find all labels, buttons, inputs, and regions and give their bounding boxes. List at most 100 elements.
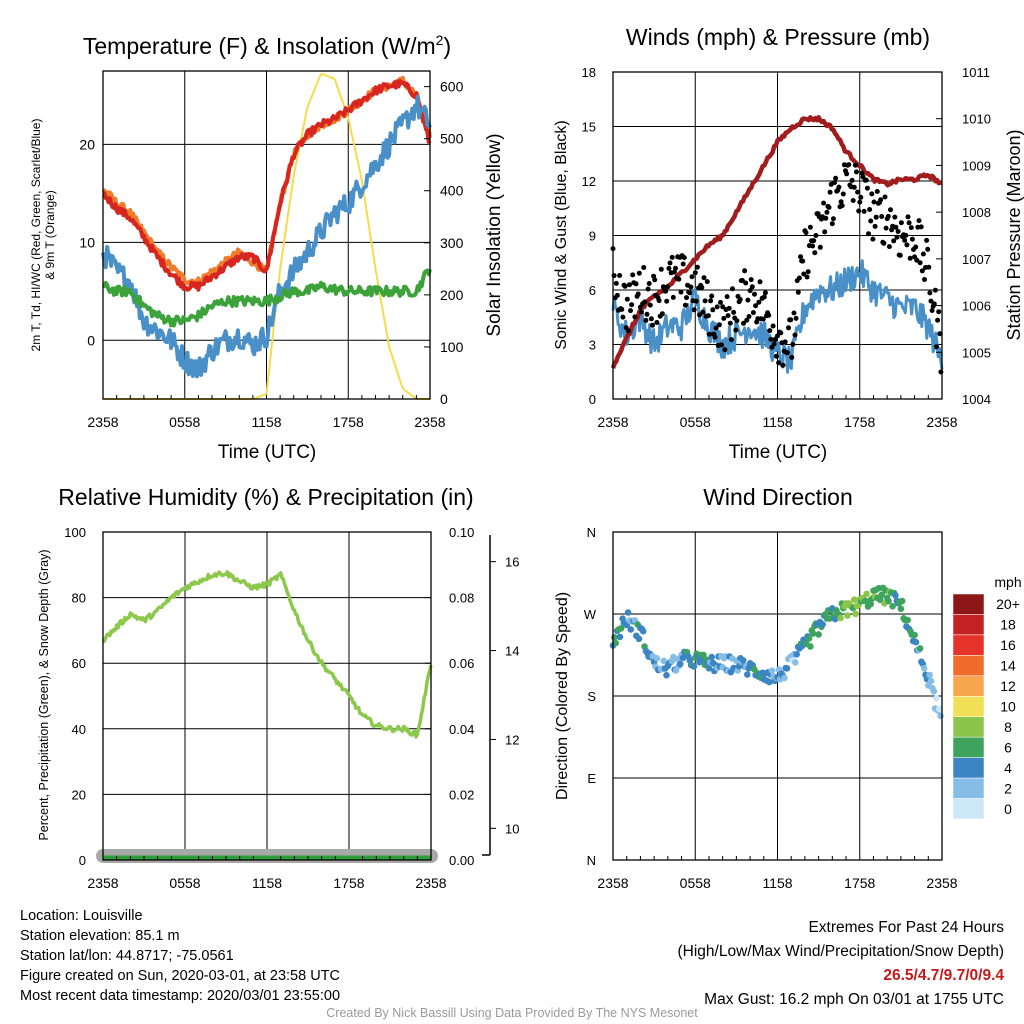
humidity-x-tick-label: 2358 <box>87 875 118 891</box>
gust-point <box>885 213 891 219</box>
gust-point <box>850 198 856 203</box>
colorbar-swatch <box>952 614 985 636</box>
winds-y-tick-label: 0 <box>589 392 596 407</box>
gust-point <box>882 194 888 200</box>
wind-direction-point <box>878 591 885 599</box>
gust-point <box>798 254 803 260</box>
humidity-y-tick-label: 60 <box>72 656 86 671</box>
gust-point <box>918 224 924 230</box>
gust-point <box>935 317 941 323</box>
gust-point <box>812 250 818 256</box>
gust-point <box>864 185 870 191</box>
wind-direction-point <box>863 590 870 598</box>
wind-direction-plot-frame <box>612 531 943 861</box>
wind-direction-point <box>926 671 933 679</box>
gust-point <box>824 209 830 215</box>
gust-point <box>795 289 801 295</box>
gust-point <box>891 238 897 244</box>
snow-depth-tick-label: 10 <box>505 821 519 836</box>
gust-point <box>821 200 827 206</box>
colorbar-label: 16 <box>1000 637 1016 653</box>
gust-point <box>913 244 919 250</box>
gust-point <box>748 277 754 283</box>
wind-direction-point <box>936 705 943 713</box>
sonic_wind-series-line <box>101 94 432 379</box>
gust-point <box>929 308 935 313</box>
gust-point <box>859 170 865 176</box>
max-gust: Max Gust: 16.2 mph On 03/01 at 1755 UTC <box>704 991 1004 1008</box>
gust-point <box>613 280 619 286</box>
gust-point <box>770 323 776 329</box>
gust-point <box>737 297 743 302</box>
gust-point <box>926 264 932 270</box>
pressure-y-tick-label: 1005 <box>962 345 991 360</box>
gust-point <box>757 279 763 285</box>
wind-direction-point <box>783 665 791 672</box>
gust-point <box>810 243 816 249</box>
colorbar-swatch <box>952 736 985 758</box>
wind-direction-point <box>897 605 905 613</box>
winds-y-tick-label: 6 <box>589 283 596 298</box>
gust-point <box>761 294 767 300</box>
wind-direction-ylabel: Direction (Colored By Speed) <box>554 592 571 800</box>
gust-point <box>727 320 733 326</box>
winds-pressure-panel: Winds (mph) & Pressure (mb) 2358 0558 1158… <box>553 24 1024 463</box>
wind-direction-point <box>635 635 643 643</box>
gust-point <box>867 207 873 212</box>
gust-point <box>878 197 884 203</box>
precip-y-tick-label: 0.08 <box>449 591 474 606</box>
recent-timestamp: Most recent data timestamp: 2020/03/01 2… <box>20 988 341 1004</box>
gust-point <box>724 294 730 300</box>
station-elevation: Station elevation: 85.1 m <box>20 928 180 944</box>
gust-point <box>788 317 794 323</box>
gust-point <box>708 298 714 304</box>
gust-point <box>762 290 768 296</box>
humidity-x-tick-label: 1758 <box>333 875 364 891</box>
gust-point <box>836 184 842 190</box>
wind-direction-point <box>807 643 814 650</box>
colorbar-label: 0 <box>1004 801 1012 817</box>
gust-point <box>681 255 687 261</box>
gust-point <box>872 223 878 229</box>
gust-point <box>689 274 695 280</box>
gust-point <box>707 331 712 337</box>
gust-point <box>919 268 925 274</box>
wind-direction-point <box>781 674 788 682</box>
gust-point <box>780 362 786 368</box>
wind-direction-point <box>889 603 896 610</box>
wind-direction-point <box>690 663 698 670</box>
gust-point <box>644 311 650 317</box>
snow-depth-tick-label: 16 <box>505 555 519 570</box>
gust-point <box>622 283 628 289</box>
winds-plot-frame <box>612 71 943 400</box>
wind-direction-point <box>837 614 844 622</box>
gust-point <box>869 191 875 197</box>
winds-x-tick-label: 2358 <box>926 414 957 430</box>
winds-y-tick-label: 15 <box>582 120 596 135</box>
gust-point <box>800 258 806 264</box>
gust-point <box>687 290 693 296</box>
snow-depth-tick-label: 14 <box>505 644 519 659</box>
gust-point <box>888 207 893 213</box>
gust-point <box>714 304 720 310</box>
extremes-info: Extremes For Past 24 Hours (High/Low/Max… <box>678 916 1005 1012</box>
gust-point <box>838 199 844 205</box>
gust-point <box>909 236 915 242</box>
sonic-wind-series-line <box>611 259 944 374</box>
humidity-ylabel: Percent, Precipitation (Green), & Snow D… <box>37 549 51 840</box>
gust-point <box>660 284 666 290</box>
winds-chart-title: Winds (mph) & Pressure (mb) <box>626 24 930 50</box>
wind-direction-point <box>705 665 713 672</box>
gust-point <box>673 265 678 271</box>
gust-point <box>894 234 900 240</box>
gust-point <box>744 317 750 323</box>
pressure-y-tick-label: 1008 <box>962 205 991 220</box>
gust-point <box>773 353 779 359</box>
gust-point <box>705 313 711 319</box>
gust-point <box>902 237 908 243</box>
temperature-plot-frame <box>102 70 431 400</box>
wind-direction-point <box>768 667 776 674</box>
gust-point <box>857 199 863 205</box>
winds-y-tick-label: 3 <box>589 338 596 353</box>
temperature-x-tick-label: 2358 <box>87 414 118 430</box>
